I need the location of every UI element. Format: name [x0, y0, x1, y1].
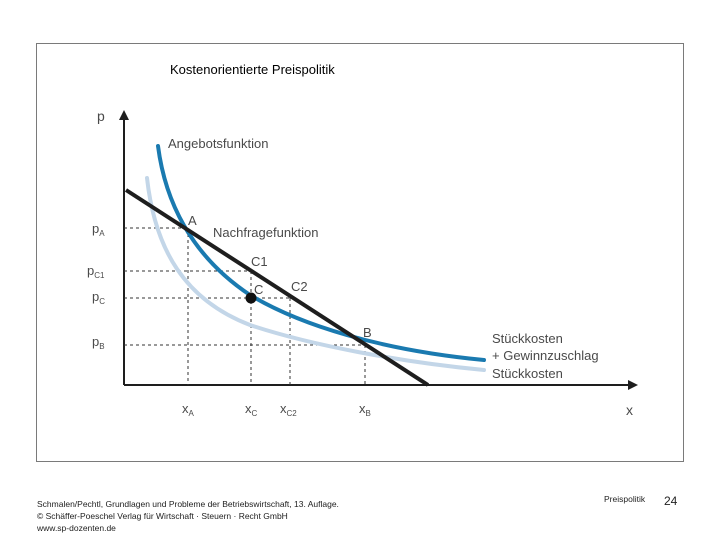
- supply-curve-label: Angebotsfunktion: [168, 136, 268, 151]
- unit-cost-label: Stückkosten: [492, 366, 563, 381]
- cost-markup-label-line1: Stückkosten: [492, 331, 563, 346]
- slide-frame: [36, 43, 684, 462]
- point-c-label: C: [254, 282, 263, 297]
- x-tick-xa: xA: [182, 401, 195, 418]
- point-c-dot: [245, 292, 257, 304]
- y-tick-pc1: pC1: [87, 263, 105, 280]
- y-tick-pc: pC: [92, 289, 105, 306]
- y-tick-pb: pB: [92, 334, 105, 351]
- footer-line: © Schäffer-Poeschel Verlag für Wirtschaf…: [37, 511, 288, 521]
- x-tick-xb: xB: [359, 401, 371, 418]
- page-number: 24: [664, 494, 678, 508]
- section-label: Preispolitik: [604, 494, 646, 504]
- point-c1-label: C1: [251, 254, 268, 269]
- x-tick-xc2: xC2: [280, 401, 297, 418]
- footer-citation: Schmalen/Pechtl, Grundlagen und Probleme…: [37, 498, 339, 534]
- supply-curve: [156, 144, 486, 362]
- x-axis-label: x: [626, 402, 633, 418]
- guide-lines: [124, 227, 366, 385]
- point-a-label: A: [188, 213, 197, 228]
- demand-curve-label: Nachfragefunktion: [213, 225, 319, 240]
- unit-cost-curve: [145, 176, 486, 372]
- slide-title: Kostenorientierte Preispolitik: [170, 62, 335, 77]
- y-axis-label: p: [97, 108, 105, 124]
- point-c2-label: C2: [291, 279, 308, 294]
- point-b-label: B: [363, 325, 372, 340]
- cost-markup-label-line2: + Gewinnzuschlag: [492, 348, 599, 363]
- footer-line: www.sp-dozenten.de: [37, 523, 116, 533]
- y-tick-pa: pA: [92, 221, 105, 238]
- footer-line: Schmalen/Pechtl, Grundlagen und Probleme…: [37, 499, 339, 509]
- demand-curve: [124, 188, 430, 387]
- x-tick-xc: xC: [245, 401, 258, 418]
